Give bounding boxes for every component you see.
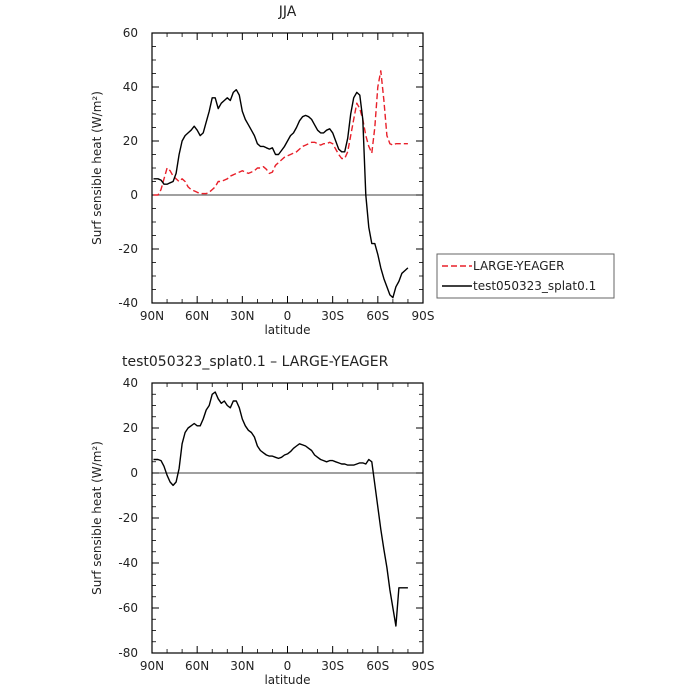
series-line-0 (153, 70, 408, 196)
legend-label-1: test050323_splat0.1 (473, 279, 596, 293)
bottom-panel: 90N 60N 30N 0 30S 60S 90S -80 -60 -40 -20 0 20 40 test… (90, 354, 434, 687)
x-axis-label: latitude (264, 323, 310, 337)
chart-title: JJA (278, 4, 297, 20)
x-axis-label: latitude (264, 673, 310, 687)
plot-frame (151, 382, 424, 654)
x-tick-label: 30N (230, 659, 254, 673)
y-tick-label: -40 (118, 556, 138, 570)
y-tick-label: -80 (118, 646, 138, 660)
y-tick-label: 0 (130, 466, 138, 480)
x-tick-label: 90S (412, 659, 435, 673)
y-tick-label: -20 (118, 242, 138, 256)
y-tick-label: 0 (130, 188, 138, 202)
x-tick-label: 30N (230, 309, 254, 323)
y-tick-label: -60 (118, 601, 138, 615)
y-axis-label: Surf sensible heat (W/m²) (90, 91, 104, 245)
plot-frame (151, 32, 424, 304)
x-tick-label: 90N (140, 659, 164, 673)
y-tick-label: 60 (123, 26, 138, 40)
x-tick-label: 30S (321, 309, 344, 323)
x-tick-label: 30S (321, 659, 344, 673)
chart-title: test050323_splat0.1 – LARGE-YEAGER (122, 354, 389, 370)
x-tick-label: 0 (284, 659, 292, 673)
y-tick-label: 40 (123, 376, 138, 390)
x-tick-label: 60S (366, 309, 389, 323)
x-tick-label: 60S (366, 659, 389, 673)
y-tick-label: -40 (118, 296, 138, 310)
y-tick-label: 20 (123, 421, 138, 435)
y-tick-label: 40 (123, 80, 138, 94)
legend-label-0: LARGE-YEAGER (473, 259, 564, 273)
x-tick-label: 0 (284, 309, 292, 323)
legend-box (436, 253, 615, 299)
legend: LARGE-YEAGER test050323_splat0.1 (436, 253, 615, 299)
y-tick-label: -20 (118, 511, 138, 525)
x-tick-label: 60N (185, 309, 209, 323)
y-axis-label: Surf sensible heat (W/m²) (90, 441, 104, 595)
series-line-0 (153, 391, 408, 627)
y-tick-label: 20 (123, 134, 138, 148)
x-tick-label: 60N (185, 659, 209, 673)
x-tick-label: 90N (140, 309, 164, 323)
series-line-1 (153, 88, 409, 299)
top-panel: 90N 60N 30N 0 30S 60S 90S -40 -20 0 20 40 60 JJA latit… (90, 4, 434, 337)
x-tick-label: 90S (412, 309, 435, 323)
